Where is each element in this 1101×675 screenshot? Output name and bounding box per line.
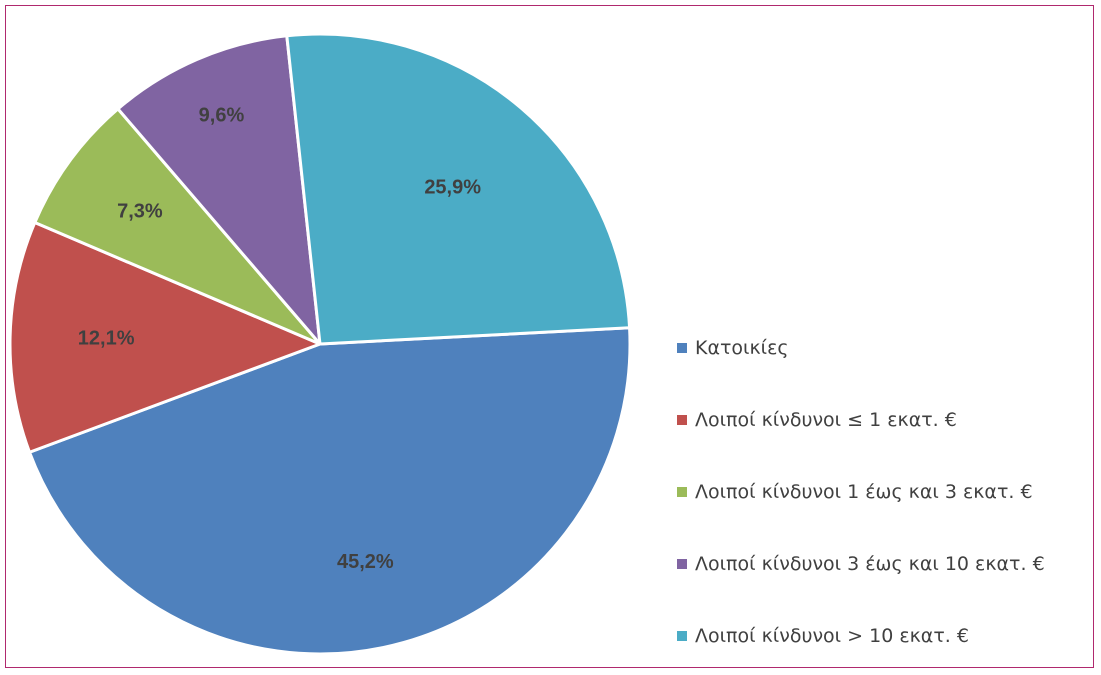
data-label-katoikies: 45,2% bbox=[337, 551, 394, 573]
legend-swatch bbox=[677, 487, 687, 497]
legend-swatch bbox=[677, 631, 687, 641]
legend-item-risks-up-to-1m: Λοιποί κίνδυνοι ≤ 1 εκατ. € bbox=[677, 405, 957, 435]
legend-label: Λοιποί κίνδυνοι 1 έως και 3 εκατ. € bbox=[695, 481, 1033, 503]
pie-slice-katoikies bbox=[28, 326, 632, 656]
pie-slice-risks-up-to-1m bbox=[8, 221, 322, 454]
legend-label: Λοιποί κίνδυνοι ≤ 1 εκατ. € bbox=[695, 409, 957, 431]
pie-slice-risks-3-to-10m bbox=[116, 34, 322, 346]
data-label-risks-1-to-3m: 7,3% bbox=[117, 200, 163, 222]
legend-item-risks-1-to-3m: Λοιποί κίνδυνοι 1 έως και 3 εκατ. € bbox=[677, 477, 1033, 507]
pie-slice-risks-over-10m bbox=[285, 32, 632, 346]
legend-swatch bbox=[677, 343, 687, 353]
chart-frame bbox=[5, 5, 1094, 668]
legend-label: Λοιποί κίνδυνοι 3 έως και 10 εκατ. € bbox=[695, 553, 1045, 575]
pie-slice-risks-1-to-3m bbox=[33, 107, 322, 346]
legend-label: Κατοικίες bbox=[695, 337, 789, 359]
legend-swatch bbox=[677, 415, 687, 425]
data-label-risks-3-to-10m: 9,6% bbox=[199, 105, 245, 127]
legend-label: Λοιποί κίνδυνοι > 10 εκατ. € bbox=[695, 625, 969, 647]
data-label-risks-up-to-1m: 12,1% bbox=[78, 327, 135, 349]
legend-item-risks-3-to-10m: Λοιποί κίνδυνοι 3 έως και 10 εκατ. € bbox=[677, 549, 1045, 579]
data-label-risks-over-10m: 25,9% bbox=[424, 177, 481, 199]
legend-item-risks-over-10m: Λοιποί κίνδυνοι > 10 εκατ. € bbox=[677, 621, 969, 651]
legend-swatch bbox=[677, 559, 687, 569]
legend-item-katoikies: Κατοικίες bbox=[677, 333, 789, 363]
